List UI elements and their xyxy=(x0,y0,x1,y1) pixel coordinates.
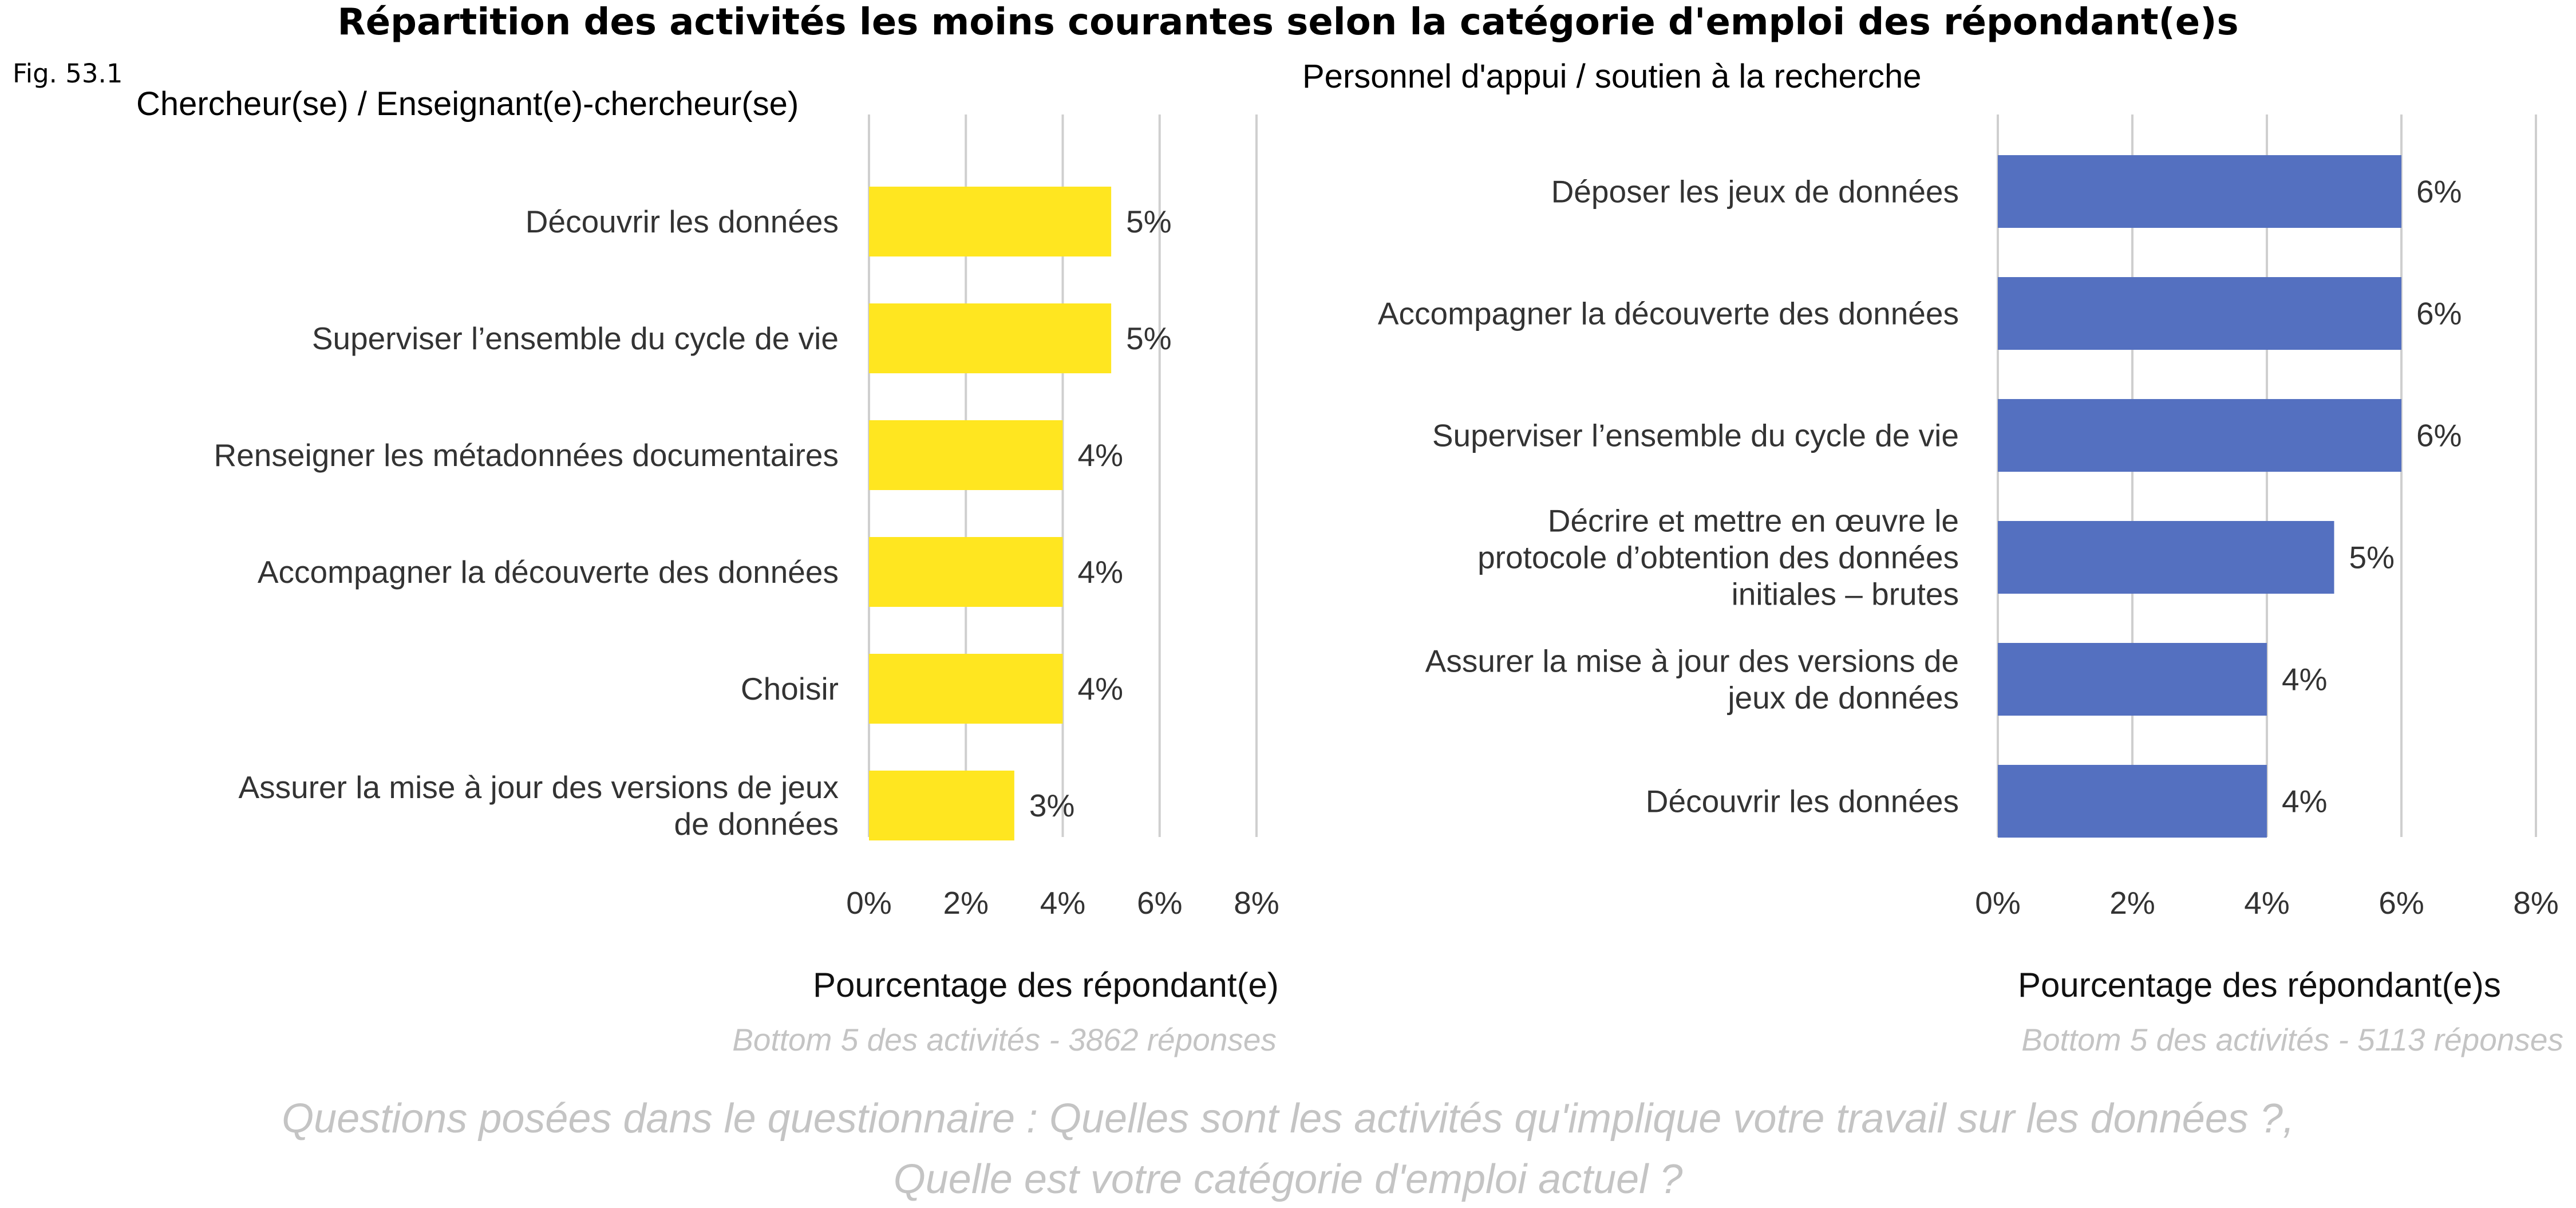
category-label: Assurer la mise à jour des versions de je… xyxy=(1425,644,1959,716)
bar-value-label: 6% xyxy=(2416,418,2462,453)
bar xyxy=(869,771,1014,840)
question-line-2: Quelle est votre catégorie d'emploi actu… xyxy=(893,1156,1683,1202)
bar-value-label: 4% xyxy=(2282,784,2328,819)
category-label: Choisir xyxy=(741,671,839,706)
category-label: Superviser l’ensemble du cycle de vie xyxy=(1432,418,1959,453)
x-tick-label: 2% xyxy=(2109,885,2155,921)
category-label: Découvrir les données xyxy=(526,204,839,239)
left-source-note: Bottom 5 des activités - 3862 réponses xyxy=(732,1022,1277,1057)
bar xyxy=(1998,521,2334,594)
chart-panel-1: 0% 2% 4% 6% 8% 5% Découvrir les données 5% Super… xyxy=(214,115,1279,1004)
bar-value-label: 6% xyxy=(2416,174,2462,210)
x-axis-label: Pourcentage des répondant(e)s xyxy=(2018,966,2501,1004)
x-tick-label: 4% xyxy=(1040,885,1086,921)
category-label: Décrire et mettre en œuvre le protocole d… xyxy=(1477,503,1959,612)
category-label: Déposer les jeux de données xyxy=(1551,174,1959,210)
bar-value-label: 5% xyxy=(2349,540,2395,575)
bar xyxy=(869,303,1112,373)
x-axis-label: Pourcentage des répondant(e) xyxy=(813,966,1279,1004)
figure-label: Fig. 53.1 xyxy=(13,58,123,89)
bar-value-label: 4% xyxy=(1078,554,1124,590)
right-source-note: Bottom 5 des activités - 5113 réponses xyxy=(2021,1022,2563,1057)
bar xyxy=(1998,399,2401,472)
bar xyxy=(1998,765,2267,838)
right-panel-title: Personnel d'appui / soutien à la recherc… xyxy=(1302,58,1922,95)
chart-panel-2: 0% 2% 4% 6% 8% 6% Déposer les jeux de données 6… xyxy=(1378,115,2559,1004)
category-label: Accompagner la découverte des données xyxy=(258,554,839,590)
category-label: Renseigner les métadonnées documentaires xyxy=(214,437,839,473)
bar xyxy=(869,537,1063,607)
x-tick-label: 0% xyxy=(846,885,892,921)
bar-value-label: 4% xyxy=(1078,437,1124,473)
bar xyxy=(1998,277,2401,350)
bar-value-label: 6% xyxy=(2416,296,2462,331)
figure-title: Répartition des activités les moins cour… xyxy=(337,1,2239,44)
x-tick-label: 4% xyxy=(2244,885,2290,921)
bar-value-label: 4% xyxy=(2282,662,2328,697)
x-tick-label: 0% xyxy=(1975,885,2021,921)
question-line-1: Questions posées dans le questionnaire :… xyxy=(282,1096,2294,1142)
bar-value-label: 3% xyxy=(1029,788,1075,823)
left-panel-title: Chercheur(se) / Enseignant(e)-chercheur(… xyxy=(136,85,799,123)
bar-value-label: 5% xyxy=(1126,204,1172,239)
bar xyxy=(869,420,1063,490)
bar xyxy=(1998,155,2401,228)
category-label: Découvrir les données xyxy=(1646,784,1959,819)
bar-value-label: 5% xyxy=(1126,321,1172,356)
x-tick-label: 8% xyxy=(1234,885,1279,921)
bar xyxy=(869,654,1063,724)
x-tick-label: 6% xyxy=(1137,885,1183,921)
x-tick-label: 2% xyxy=(943,885,989,921)
category-label: Assurer la mise à jour des versions de j… xyxy=(238,769,839,842)
x-tick-label: 6% xyxy=(2379,885,2424,921)
category-label: Accompagner la découverte des données xyxy=(1378,296,1959,331)
bar xyxy=(1998,643,2267,716)
bar-value-label: 4% xyxy=(1078,671,1124,706)
x-tick-label: 8% xyxy=(2513,885,2559,921)
category-label: Superviser l’ensemble du cycle de vie xyxy=(312,321,839,356)
bar xyxy=(869,187,1112,256)
